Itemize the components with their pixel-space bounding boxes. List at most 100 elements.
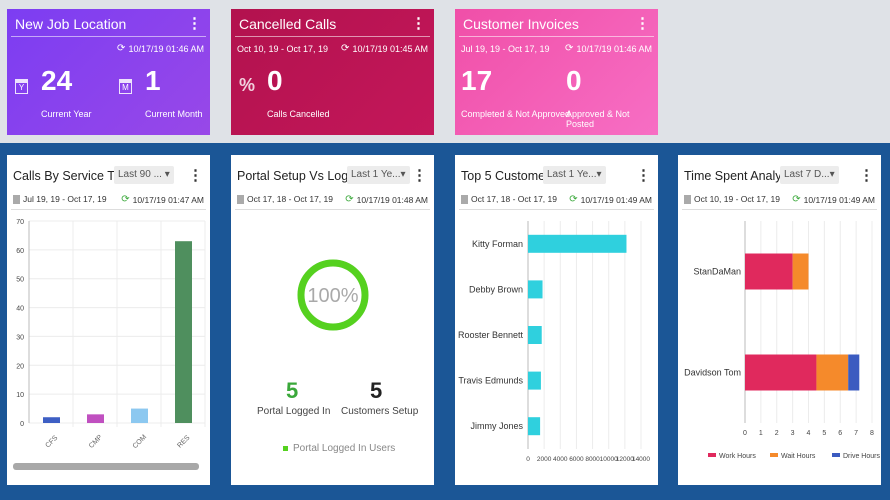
calls-by-service-type-card: Calls By Service Type Last 90 ... ▾ ⋮ Ju… — [7, 155, 210, 485]
date-range: Oct 17, 18 - Oct 17, 19 — [461, 194, 557, 204]
divider — [11, 209, 206, 210]
x-tick-label: 2 — [775, 430, 779, 437]
calendar-icon — [461, 194, 468, 204]
bar — [528, 417, 541, 436]
date-range: Oct 10, 19 - Oct 17, 19 — [237, 44, 329, 54]
time-spent-stacked-bar-chart: 0 1 2 3 4 5 6 7 8 StanDaMan Davidson Tom Work Hours… — [684, 221, 880, 460]
portal-setup-card: Portal Setup Vs Logged Last 1 Ye...▾ ⋮ O… — [231, 155, 434, 485]
legend-label: Wait Hours — [781, 453, 816, 460]
divider — [459, 36, 654, 37]
legend-swatch — [832, 453, 840, 457]
x-tick-label: 12000 — [616, 456, 634, 463]
refresh-timestamp: ⟳ 10/17/19 01:45 AM — [341, 43, 428, 54]
divider — [235, 209, 430, 210]
x-tick-label: 0 — [743, 430, 747, 437]
refresh-icon[interactable]: ⟳ — [569, 194, 578, 205]
x-tick-label: 4 — [807, 430, 811, 437]
customer-invoices-widget: Customer Invoices ⋮ Jul 19, 19 - Oct 17,… — [455, 9, 658, 135]
legend-label: Work Hours — [719, 453, 756, 460]
bar-com — [131, 408, 148, 423]
divider — [11, 36, 206, 37]
period-select[interactable]: Last 1 Ye...▾ — [347, 166, 410, 184]
bar-wait-hours — [816, 354, 849, 391]
legend-swatch — [708, 453, 716, 457]
current-year-value: 24 — [41, 65, 73, 96]
service-type-bar-chart: 0 10 20 30 40 50 60 70 CFS CMP COM RES — [13, 219, 206, 470]
more-options-icon[interactable]: ⋮ — [412, 167, 427, 184]
top-5-customers-card: Top 5 Customers Last 1 Ye...▾ ⋮ Oct 17, … — [455, 155, 658, 485]
bar — [528, 371, 541, 390]
category-label: Jimmy Jones — [470, 421, 523, 431]
time-spent-analysis-card: Time Spent Analysis Last 7 D...▾ ⋮ Oct 1… — [678, 155, 881, 485]
x-tick-label: 1 — [759, 430, 763, 437]
refresh-icon[interactable]: ⟳ — [341, 43, 350, 54]
category-label: StanDaMan — [693, 267, 741, 277]
x-tick-label: CFS — [45, 434, 60, 449]
refresh-icon[interactable]: ⟳ — [117, 43, 126, 54]
y-tick-label: 40 — [16, 306, 24, 313]
category-label: Davidson Tom — [684, 368, 741, 378]
calendar-icon — [13, 194, 20, 204]
y-tick-label: 60 — [16, 248, 24, 255]
refresh-icon[interactable]: ⟳ — [565, 43, 574, 54]
date-range: Oct 17, 18 - Oct 17, 19 — [237, 194, 333, 204]
date-range: Oct 10, 19 - Oct 17, 19 — [684, 194, 780, 204]
more-options-icon[interactable]: ⋮ — [635, 15, 650, 32]
x-tick-label: 5 — [822, 430, 826, 437]
period-select[interactable]: Last 7 D...▾ — [780, 166, 839, 184]
x-tick-label: COM — [132, 434, 149, 451]
portal-logged-in-value: 5 — [286, 378, 299, 403]
refresh-timestamp: ⟳ 10/17/19 01:48 AM — [345, 194, 428, 205]
refresh-icon[interactable]: ⟳ — [792, 194, 801, 205]
category-label: Debby Brown — [469, 284, 523, 294]
more-options-icon[interactable]: ⋮ — [636, 167, 651, 184]
x-tick-label: 7 — [854, 430, 858, 437]
refresh-icon[interactable]: ⟳ — [345, 194, 354, 205]
x-tick-label: 6000 — [569, 456, 584, 463]
customers-setup-label: Customers Setup — [341, 406, 419, 417]
more-options-icon[interactable]: ⋮ — [188, 167, 203, 184]
period-select[interactable]: Last 90 ... ▾ — [114, 166, 174, 184]
card-title: Top 5 Customers — [461, 169, 556, 183]
category-label: Rooster Bennett — [458, 330, 524, 340]
legend-swatch — [770, 453, 778, 457]
category-label: Travis Edmunds — [458, 376, 523, 386]
cancelled-calls-widget: Cancelled Calls ⋮ Oct 10, 19 - Oct 17, 1… — [231, 9, 434, 135]
bar — [528, 326, 542, 344]
refresh-timestamp: ⟳ 10/17/19 01:46 AM — [565, 43, 652, 54]
refresh-timestamp: ⟳ 10/17/19 01:46 AM — [117, 43, 204, 54]
bar-cmp — [87, 414, 104, 423]
bar-res — [175, 241, 192, 423]
more-options-icon[interactable]: ⋮ — [187, 15, 202, 32]
calendar-icon — [237, 194, 244, 204]
percent-icon: % — [239, 75, 256, 95]
horizontal-scrollbar — [13, 463, 199, 470]
calls-cancelled-label: Calls Cancelled — [267, 109, 330, 119]
completed-not-approved-label: Completed & Not Approved — [461, 109, 571, 119]
y-tick-label: 0 — [20, 421, 24, 428]
widget-title: Customer Invoices — [463, 16, 579, 32]
y-tick-label: 50 — [16, 277, 24, 284]
x-tick-label: 4000 — [553, 456, 568, 463]
refresh-icon[interactable]: ⟳ — [121, 194, 130, 205]
widget-title: Cancelled Calls — [239, 16, 337, 32]
more-options-icon[interactable]: ⋮ — [411, 15, 426, 32]
x-tick-label: 8000 — [585, 456, 600, 463]
category-label: Kitty Forman — [472, 239, 523, 249]
bar-work-hours — [745, 253, 793, 290]
refresh-timestamp: ⟳ 10/17/19 01:49 AM — [569, 194, 652, 205]
current-month-label: Current Month — [145, 109, 203, 119]
current-year-label: Current Year — [41, 109, 92, 119]
refresh-timestamp: ⟳ 10/17/19 01:47 AM — [121, 194, 204, 205]
bar-wait-hours — [792, 253, 809, 290]
approved-not-posted-label: Approved & Not Posted — [566, 109, 630, 129]
period-select[interactable]: Last 1 Ye...▾ — [543, 166, 606, 184]
legend-swatch — [283, 446, 288, 451]
portal-donut-chart: 100% — [297, 259, 369, 331]
calls-cancelled-value: 0 — [267, 65, 283, 96]
portal-ring-progress — [297, 259, 369, 331]
x-tick-label: 3 — [791, 430, 795, 437]
bar-cfs — [43, 417, 60, 423]
more-options-icon[interactable]: ⋮ — [859, 167, 874, 184]
